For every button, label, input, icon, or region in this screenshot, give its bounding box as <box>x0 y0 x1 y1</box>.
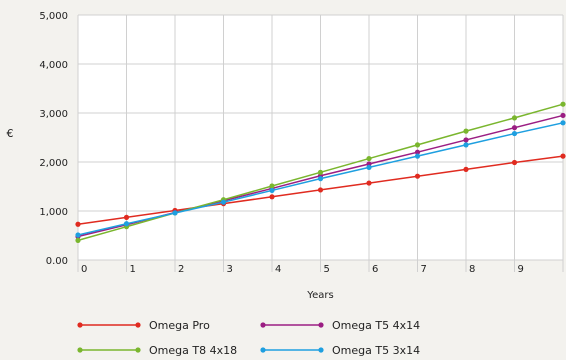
legend-marker <box>77 347 83 353</box>
legend-marker <box>318 347 324 353</box>
x-tick-label: 0 <box>81 264 87 275</box>
legend-marker <box>260 347 266 353</box>
series-point <box>414 149 421 155</box>
x-tick-label: 3 <box>227 264 233 275</box>
series-point <box>75 221 81 227</box>
y-tick-label: 1,000 <box>39 207 68 218</box>
series-point <box>463 142 469 148</box>
series-point <box>75 237 81 243</box>
legend-marker <box>135 322 141 328</box>
series-point <box>560 120 566 126</box>
legend-marker <box>318 322 324 328</box>
legend-label: Omega Pro <box>149 319 210 332</box>
series-point <box>511 159 518 166</box>
x-tick-label: 6 <box>372 264 378 275</box>
x-tick-label: 8 <box>469 264 475 275</box>
y-tick-label: 0.00 <box>46 256 68 267</box>
series-point <box>463 128 469 134</box>
y-tick-label: 5,000 <box>39 11 68 22</box>
y-tick-label: 2,000 <box>39 158 68 169</box>
legend-marker <box>77 322 83 328</box>
series-point <box>123 214 130 220</box>
x-axis-label: Years <box>306 290 333 301</box>
legend-label: Omega T5 3x14 <box>332 344 420 356</box>
y-axis-label: € <box>7 127 14 140</box>
x-tick-label: 1 <box>130 264 136 275</box>
series-point <box>269 183 275 189</box>
series-point <box>220 199 227 205</box>
series-point <box>560 112 566 119</box>
series-point <box>414 153 421 159</box>
series-point <box>366 164 372 170</box>
x-tick-label: 5 <box>324 264 330 275</box>
series-point <box>75 232 81 238</box>
series-point <box>172 210 178 216</box>
series-point <box>317 187 324 193</box>
series-point <box>317 176 324 182</box>
series-point <box>414 142 421 148</box>
legend-marker <box>135 347 141 353</box>
series-point <box>269 187 275 194</box>
series-point <box>317 169 324 175</box>
y-tick-label: 4,000 <box>39 60 68 71</box>
series-point <box>560 101 566 107</box>
x-tick-label: 2 <box>178 264 184 275</box>
legend-label: Omega T5 4x14 <box>332 319 420 332</box>
series-point <box>511 125 518 131</box>
y-tick-label: 3,000 <box>39 109 68 120</box>
x-tick-label: 9 <box>518 264 524 275</box>
series-point <box>366 155 372 162</box>
series-point <box>511 115 518 121</box>
legend-label: Omega T8 4x18 <box>149 344 237 356</box>
x-tick-label: 7 <box>421 264 427 275</box>
series-point <box>463 166 469 172</box>
series-point <box>269 194 275 200</box>
series-point <box>463 137 469 143</box>
legend-marker <box>260 322 266 328</box>
x-tick-label: 4 <box>275 264 281 275</box>
series-point <box>560 153 566 159</box>
series-point <box>414 173 421 179</box>
series-point <box>511 130 518 137</box>
series-point <box>123 221 130 227</box>
series-point <box>366 180 372 186</box>
